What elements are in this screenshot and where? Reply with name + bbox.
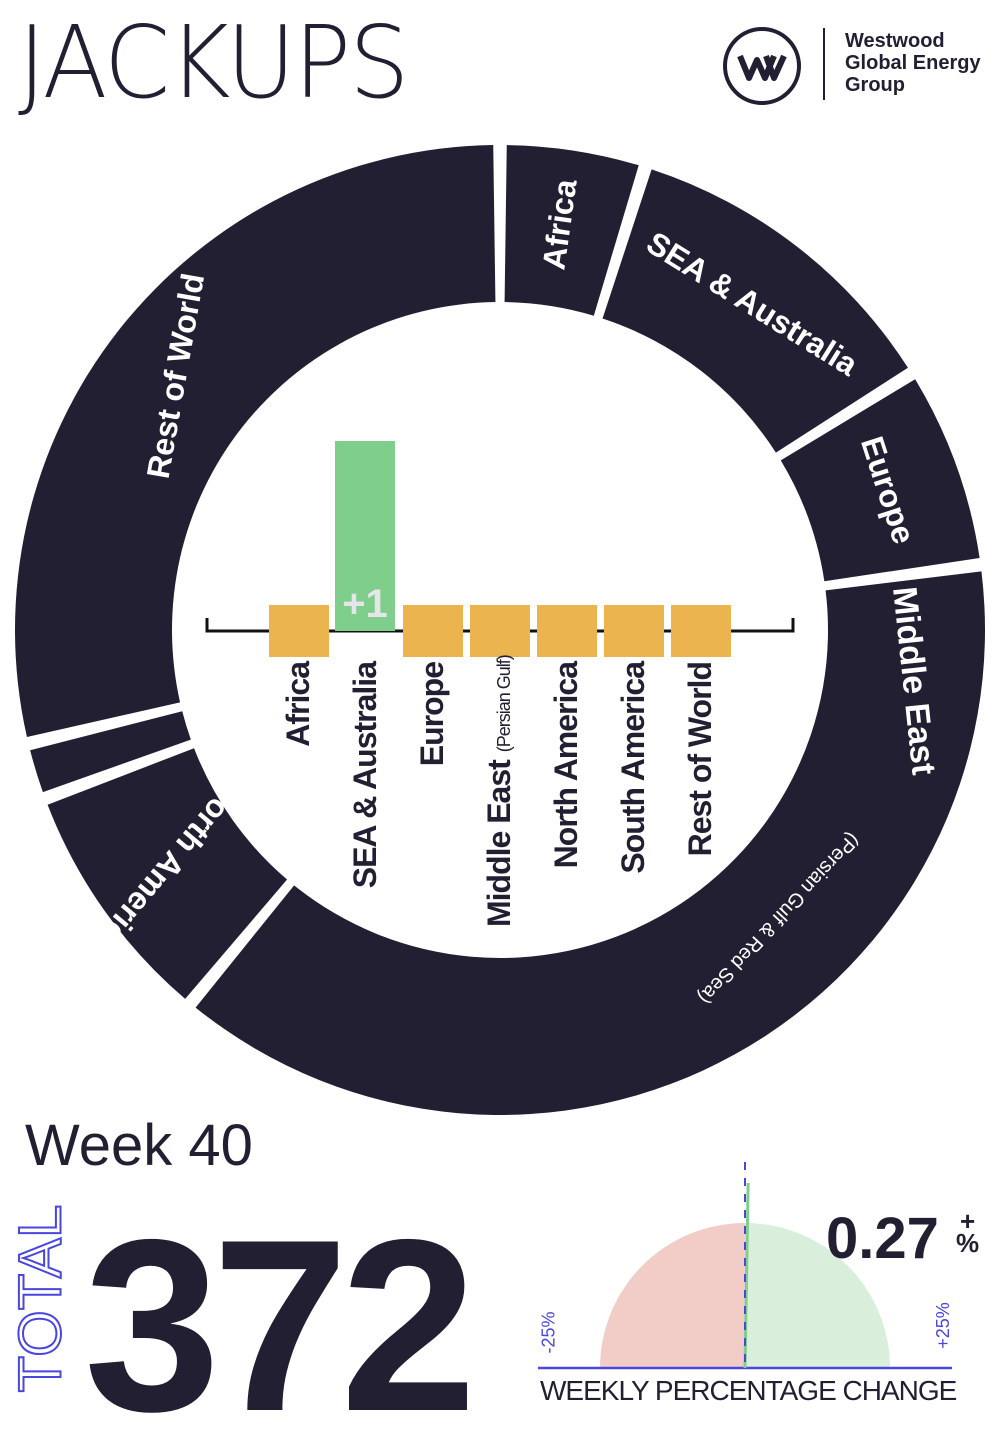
bar-category-label: Middle East (Persian Gulf) (481, 655, 517, 927)
gauge-value: 0.27 (826, 1206, 939, 1271)
bar-zero-marker (671, 605, 731, 657)
bar-category-sublabel: (Persian Gulf) (494, 655, 514, 752)
bar-category-label: South America (615, 661, 651, 874)
gauge-axis-label: WEEKLY PERCENTAGE CHANGE (540, 1375, 957, 1406)
donut-and-bar-chart: Africa SEA & Australia Europe Middle East(P… (14, 145, 986, 1115)
bar-zero-marker (470, 605, 530, 657)
gauge-unit: % (956, 1228, 980, 1258)
gauge-min-label: -25% (538, 1311, 559, 1354)
donut-segment-africa (504, 145, 639, 316)
gauge-sign: + % (956, 1206, 980, 1258)
page-title: JACKUPS (18, 4, 409, 121)
bar-category-label: Africa (280, 661, 316, 747)
gauge-max-label: +25% (932, 1302, 953, 1349)
logo-text: Westwood Global Energy Group (845, 30, 981, 96)
logo-divider (823, 28, 825, 100)
bar-positive (335, 441, 395, 631)
donut-segment-europe (780, 379, 980, 582)
donut-segment-middle-east (195, 571, 986, 1115)
donut-segment-sea-australia (602, 169, 908, 453)
gauge-positive-half (745, 1223, 890, 1368)
bar-category-label: North America (548, 661, 584, 869)
logo-line: Group (845, 74, 905, 96)
gauge-sign-plus: + (959, 1206, 976, 1236)
bar-zero-marker (403, 605, 463, 657)
bar-category-label: Rest of World (682, 662, 718, 856)
total-label: TOTAL (6, 1204, 75, 1394)
logo-line: Global Energy (845, 52, 981, 74)
donut-segment-south-america (30, 711, 191, 793)
donut-segment-north-america (47, 748, 288, 999)
bar-category-label: Europe (414, 662, 450, 766)
gauge-chart (538, 1162, 952, 1370)
bar-category-label: SEA & Australia (347, 661, 383, 888)
logo-line: Westwood (845, 30, 945, 52)
donut-segment-rest-of-world (14, 145, 496, 738)
westwood-logo-icon (723, 27, 801, 105)
total-value: 372 (84, 1188, 477, 1440)
bar-category-name: Middle East (481, 752, 517, 927)
bar-data-label: +1 (342, 582, 388, 626)
bar-zero-marker (604, 605, 664, 657)
gauge-negative-half (600, 1223, 745, 1368)
bar-zero-marker (537, 605, 597, 657)
bar-zero-marker (269, 605, 329, 657)
week-label: Week 40 (25, 1113, 253, 1178)
gauge-needle (743, 1183, 750, 1369)
